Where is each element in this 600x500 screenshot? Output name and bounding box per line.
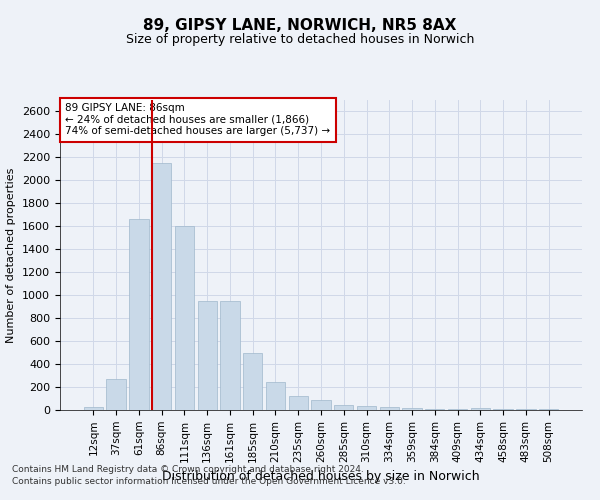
Bar — [448, 409, 467, 410]
Bar — [289, 396, 308, 410]
X-axis label: Distribution of detached houses by size in Norwich: Distribution of detached houses by size … — [162, 470, 480, 483]
Text: Contains public sector information licensed under the Open Government Licence v3: Contains public sector information licen… — [12, 476, 406, 486]
Bar — [266, 382, 285, 410]
Bar — [106, 379, 126, 410]
Text: Size of property relative to detached houses in Norwich: Size of property relative to detached ho… — [126, 32, 474, 46]
Bar — [84, 406, 103, 410]
Bar — [425, 409, 445, 410]
Bar — [470, 408, 490, 410]
Bar — [152, 163, 172, 410]
Y-axis label: Number of detached properties: Number of detached properties — [7, 168, 16, 342]
Bar — [243, 352, 262, 410]
Text: Contains HM Land Registry data © Crown copyright and database right 2024.: Contains HM Land Registry data © Crown c… — [12, 466, 364, 474]
Text: 89, GIPSY LANE, NORWICH, NR5 8AX: 89, GIPSY LANE, NORWICH, NR5 8AX — [143, 18, 457, 32]
Bar — [357, 406, 376, 410]
Bar — [197, 301, 217, 410]
Bar — [403, 408, 422, 410]
Text: 89 GIPSY LANE: 86sqm
← 24% of detached houses are smaller (1,866)
74% of semi-de: 89 GIPSY LANE: 86sqm ← 24% of detached h… — [65, 103, 331, 136]
Bar — [311, 400, 331, 410]
Bar — [220, 301, 239, 410]
Bar — [516, 409, 536, 410]
Bar — [334, 406, 353, 410]
Bar — [175, 226, 194, 410]
Bar — [380, 407, 399, 410]
Bar — [129, 220, 149, 410]
